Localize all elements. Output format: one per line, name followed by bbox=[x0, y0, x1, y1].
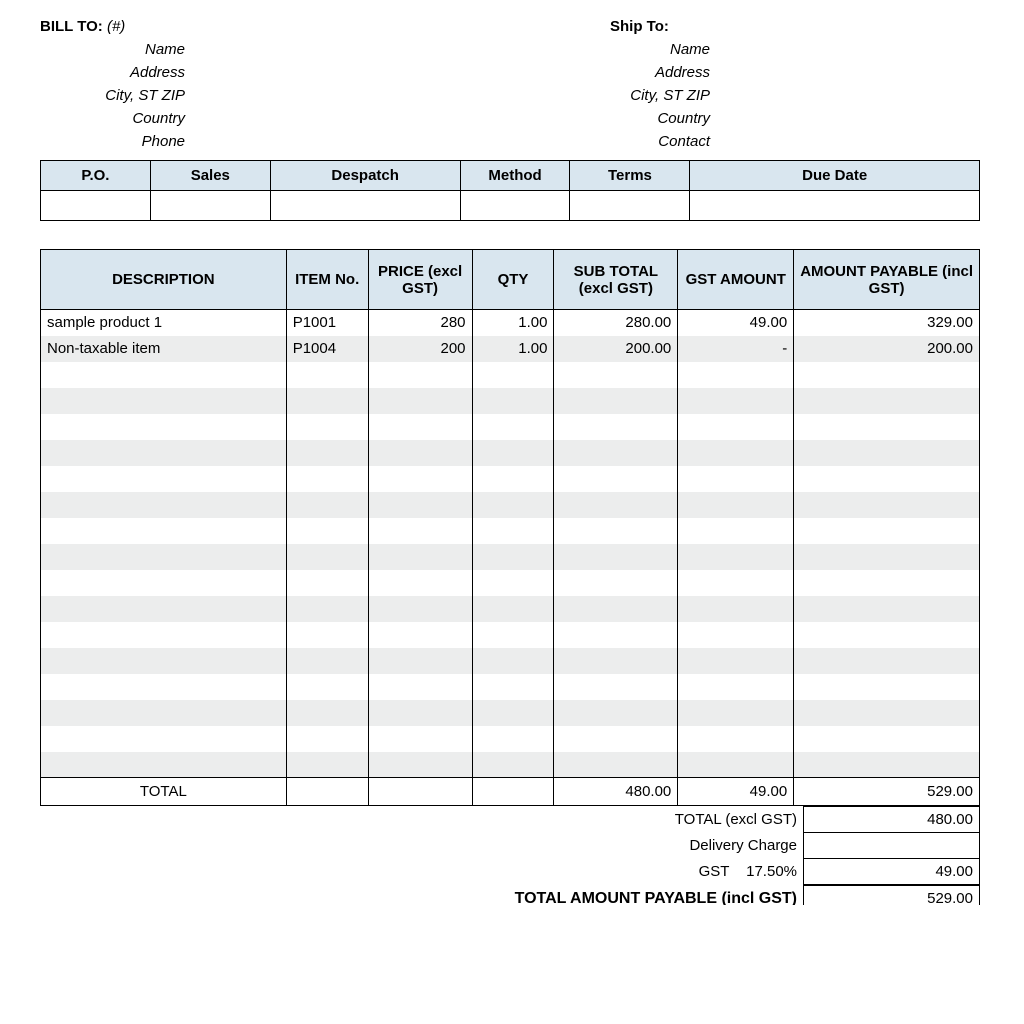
total-payable-value: 529.00 bbox=[804, 886, 980, 906]
item-cell: 329.00 bbox=[794, 310, 980, 336]
table-row: Non-taxable itemP10042001.00200.00-200.0… bbox=[41, 336, 980, 362]
ship-to-title: Ship To: bbox=[610, 18, 710, 35]
items-header: GST AMOUNT bbox=[678, 250, 794, 310]
ship-to-country: Country bbox=[610, 110, 710, 127]
item-cell: 200.00 bbox=[554, 336, 678, 362]
ship-to-block: Ship To: Name Address City, ST ZIP Count… bbox=[610, 18, 710, 150]
delivery-charge-label: Delivery Charge bbox=[544, 833, 804, 859]
table-row-empty bbox=[41, 596, 980, 622]
table-row-empty bbox=[41, 544, 980, 570]
items-header-row: DESCRIPTIONITEM No.PRICE (excl GST)QTYSU… bbox=[41, 250, 980, 310]
ship-to-city: City, ST ZIP bbox=[610, 87, 710, 104]
table-row-empty bbox=[41, 492, 980, 518]
info-header-row: P.O.SalesDespatchMethodTermsDue Date bbox=[41, 161, 980, 191]
item-cell: 49.00 bbox=[678, 310, 794, 336]
item-cell: P1001 bbox=[286, 310, 368, 336]
info-table: P.O.SalesDespatchMethodTermsDue Date bbox=[40, 160, 980, 221]
info-header-po: P.O. bbox=[41, 161, 151, 191]
items-header: ITEM No. bbox=[286, 250, 368, 310]
info-data-row bbox=[41, 191, 980, 221]
table-row-empty bbox=[41, 726, 980, 752]
info-cell[interactable] bbox=[690, 191, 980, 221]
item-cell: Non-taxable item bbox=[41, 336, 287, 362]
table-row-empty bbox=[41, 570, 980, 596]
items-header: SUB TOTAL (excl GST) bbox=[554, 250, 678, 310]
item-cell: 1.00 bbox=[472, 336, 554, 362]
ship-to-name: Name bbox=[610, 41, 710, 58]
items-header: AMOUNT PAYABLE (incl GST) bbox=[794, 250, 980, 310]
table-row-empty bbox=[41, 440, 980, 466]
total-excl-gst-value: 480.00 bbox=[804, 807, 980, 833]
item-cell: 280.00 bbox=[554, 310, 678, 336]
table-row-empty bbox=[41, 648, 980, 674]
bill-to-block: BILL TO: (#) Name Address City, ST ZIP C… bbox=[40, 18, 185, 150]
info-cell[interactable] bbox=[41, 191, 151, 221]
items-table: DESCRIPTIONITEM No.PRICE (excl GST)QTYSU… bbox=[40, 249, 980, 806]
item-cell: 1.00 bbox=[472, 310, 554, 336]
bill-to-address: Address bbox=[40, 64, 185, 81]
table-row-empty bbox=[41, 700, 980, 726]
bill-to-title: BILL TO: (#) bbox=[40, 18, 185, 35]
item-cell: - bbox=[678, 336, 794, 362]
item-cell: 280 bbox=[368, 310, 472, 336]
table-row-empty bbox=[41, 752, 980, 778]
info-cell[interactable] bbox=[150, 191, 270, 221]
info-cell[interactable] bbox=[570, 191, 690, 221]
bill-to-name: Name bbox=[40, 41, 185, 58]
table-row-empty bbox=[41, 362, 980, 388]
ship-to-address: Address bbox=[610, 64, 710, 81]
info-header-terms: Terms bbox=[570, 161, 690, 191]
total-payable-label: TOTAL AMOUNT PAYABLE (incl GST) bbox=[364, 886, 804, 906]
item-cell: P1004 bbox=[286, 336, 368, 362]
address-section: BILL TO: (#) Name Address City, ST ZIP C… bbox=[40, 18, 984, 150]
ship-to-contact: Contact bbox=[610, 133, 710, 150]
total-excl-gst-label: TOTAL (excl GST) bbox=[544, 807, 804, 833]
info-cell[interactable] bbox=[460, 191, 570, 221]
items-footer-row: TOTAL 480.00 49.00 529.00 bbox=[41, 778, 980, 806]
table-row-empty bbox=[41, 518, 980, 544]
gst-value: 49.00 bbox=[804, 859, 980, 885]
table-row: sample product 1P10012801.00280.0049.003… bbox=[41, 310, 980, 336]
bill-to-city: City, ST ZIP bbox=[40, 87, 185, 104]
item-cell: sample product 1 bbox=[41, 310, 287, 336]
footer-total-label: TOTAL bbox=[41, 778, 287, 806]
items-header: QTY bbox=[472, 250, 554, 310]
table-row-empty bbox=[41, 414, 980, 440]
totals-block: TOTAL (excl GST) 480.00 Delivery Charge … bbox=[40, 806, 980, 905]
info-header-sales: Sales bbox=[150, 161, 270, 191]
table-row-empty bbox=[41, 622, 980, 648]
footer-amount: 529.00 bbox=[794, 778, 980, 806]
info-cell[interactable] bbox=[270, 191, 460, 221]
delivery-charge-value bbox=[804, 833, 980, 859]
info-header-despatch: Despatch bbox=[270, 161, 460, 191]
gst-label: GST 17.50% bbox=[544, 859, 804, 885]
table-row-empty bbox=[41, 466, 980, 492]
footer-gst: 49.00 bbox=[678, 778, 794, 806]
table-row-empty bbox=[41, 388, 980, 414]
item-cell: 200 bbox=[368, 336, 472, 362]
items-header: DESCRIPTION bbox=[41, 250, 287, 310]
bill-to-phone: Phone bbox=[40, 133, 185, 150]
info-header-duedate: Due Date bbox=[690, 161, 980, 191]
item-cell: 200.00 bbox=[794, 336, 980, 362]
bill-to-country: Country bbox=[40, 110, 185, 127]
info-header-method: Method bbox=[460, 161, 570, 191]
table-row-empty bbox=[41, 674, 980, 700]
items-header: PRICE (excl GST) bbox=[368, 250, 472, 310]
footer-subtotal: 480.00 bbox=[554, 778, 678, 806]
